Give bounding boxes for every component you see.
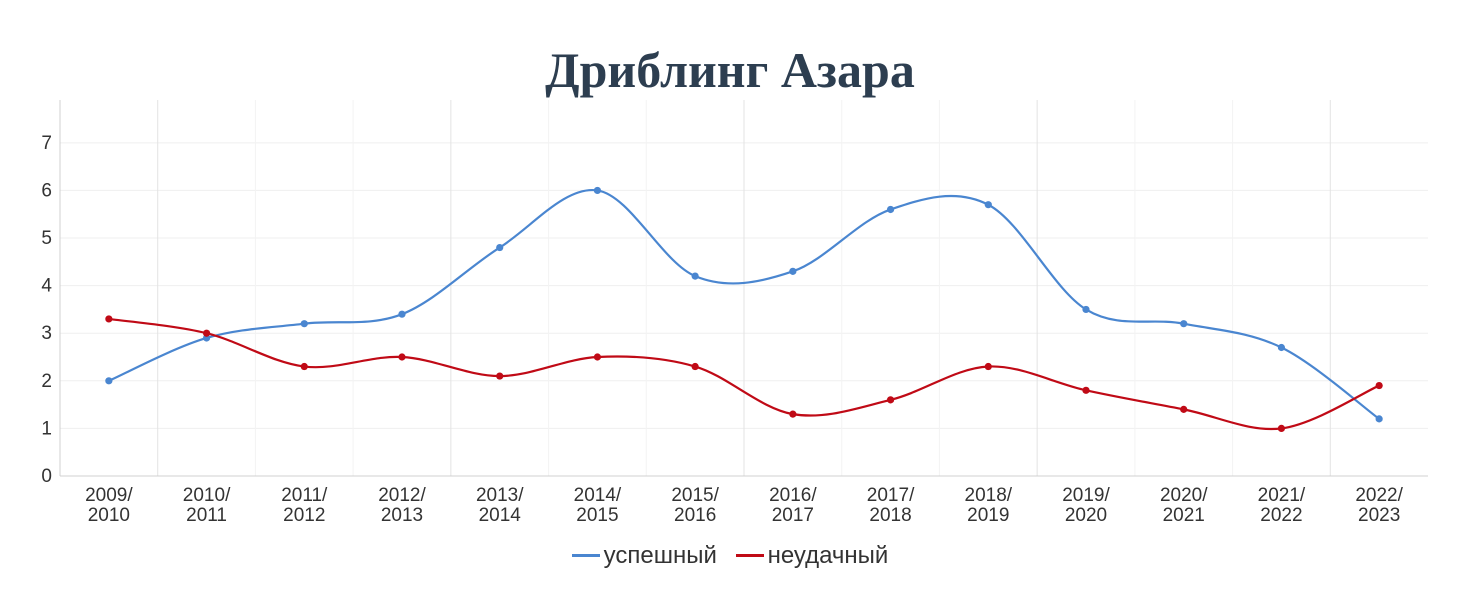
- data-point: [1375, 381, 1383, 390]
- data-point: [1082, 386, 1090, 394]
- data-point: [300, 362, 308, 371]
- x-tick-label: 2011/2012: [281, 485, 328, 526]
- x-tick-label: 2010/2011: [183, 485, 231, 526]
- y-tick-label: 7: [41, 133, 52, 154]
- data-point: [593, 186, 602, 195]
- data-point: [886, 396, 895, 404]
- legend-item-unsuccessful[interactable]: неудачный: [735, 541, 889, 570]
- x-tick-label: 2019/2020: [1062, 485, 1110, 526]
- legend-item-successful[interactable]: успешный: [571, 541, 717, 570]
- data-point: [789, 267, 797, 275]
- x-tick-label: 2022/2023: [1355, 485, 1403, 526]
- legend-label-successful: успешный: [603, 541, 717, 569]
- y-tick-label: 0: [41, 466, 52, 487]
- series-layer: [105, 186, 1383, 433]
- data-point: [202, 329, 211, 337]
- y-tick-label: 6: [41, 180, 52, 201]
- data-point: [1277, 424, 1286, 433]
- legend-swatch-unsuccessful: [735, 554, 764, 557]
- data-point: [886, 205, 895, 214]
- data-point: [300, 320, 308, 328]
- y-tick-label: 5: [41, 228, 52, 249]
- data-point: [593, 353, 602, 361]
- data-point: [691, 272, 699, 280]
- legend-label-unsuccessful: неудачный: [767, 541, 889, 569]
- x-tick-label: 2013/2014: [476, 485, 524, 526]
- y-tick-label: 4: [41, 276, 52, 297]
- data-point: [105, 377, 113, 385]
- data-point: [496, 372, 504, 380]
- x-tick-label: 2017/2018: [867, 485, 915, 526]
- data-point: [1180, 320, 1188, 328]
- y-tick-label: 3: [41, 323, 52, 344]
- chart-title: Дриблинг Азара: [545, 42, 915, 98]
- data-point: [1277, 343, 1286, 352]
- data-point: [984, 362, 992, 371]
- axis-layer: [59, 100, 1428, 477]
- data-point: [398, 310, 406, 318]
- data-point: [398, 353, 406, 361]
- data-point: [1375, 415, 1383, 423]
- data-point: [1180, 405, 1188, 413]
- data-point: [105, 315, 113, 323]
- grid-layer: [60, 100, 1428, 476]
- y-tick-label: 1: [41, 418, 52, 439]
- data-point: [691, 362, 699, 371]
- data-point: [496, 243, 504, 252]
- data-point: [1082, 305, 1090, 314]
- y-tick-label: 2: [41, 371, 52, 392]
- tick-label-layer: 0 1 2 3 4 5 6 7 2009/2010 2010/2011 2011/2012 2012/…: [41, 133, 1403, 526]
- x-tick-label: 2009/2010: [85, 485, 133, 526]
- data-point: [789, 410, 797, 418]
- legend: успешный неудачный: [0, 536, 1460, 570]
- data-point: [984, 201, 992, 209]
- x-tick-label: 2020/2021: [1160, 485, 1208, 526]
- x-tick-label: 2021/2022: [1258, 485, 1306, 526]
- x-tick-label: 2016/2017: [769, 485, 817, 526]
- series-line-0: [108, 189, 1380, 420]
- legend-swatch-successful: [571, 554, 600, 557]
- x-tick-label: 2015/2016: [671, 485, 719, 526]
- x-tick-label: 2012/2013: [378, 485, 426, 526]
- x-tick-label: 2018/2019: [965, 485, 1013, 526]
- series-line-1: [108, 317, 1380, 431]
- x-tick-label: 2014/2015: [574, 485, 622, 526]
